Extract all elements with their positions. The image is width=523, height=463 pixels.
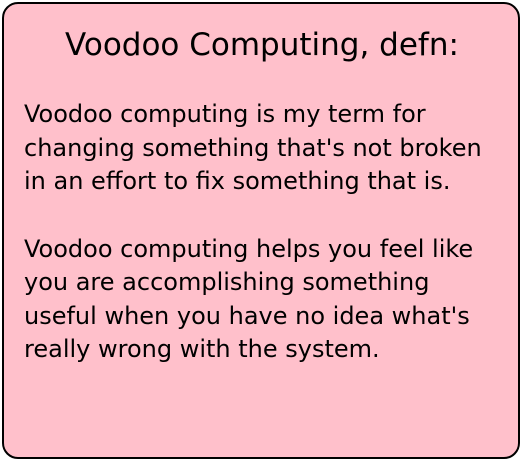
- definition-card: Voodoo Computing, defn: Voodoo computing…: [2, 2, 520, 459]
- card-title: Voodoo Computing, defn:: [65, 27, 459, 63]
- definition-paragraph-2: Voodoo computing helps you feel like you…: [24, 234, 474, 364]
- definition-paragraph-1: Voodoo computing is my term for changing…: [24, 100, 482, 195]
